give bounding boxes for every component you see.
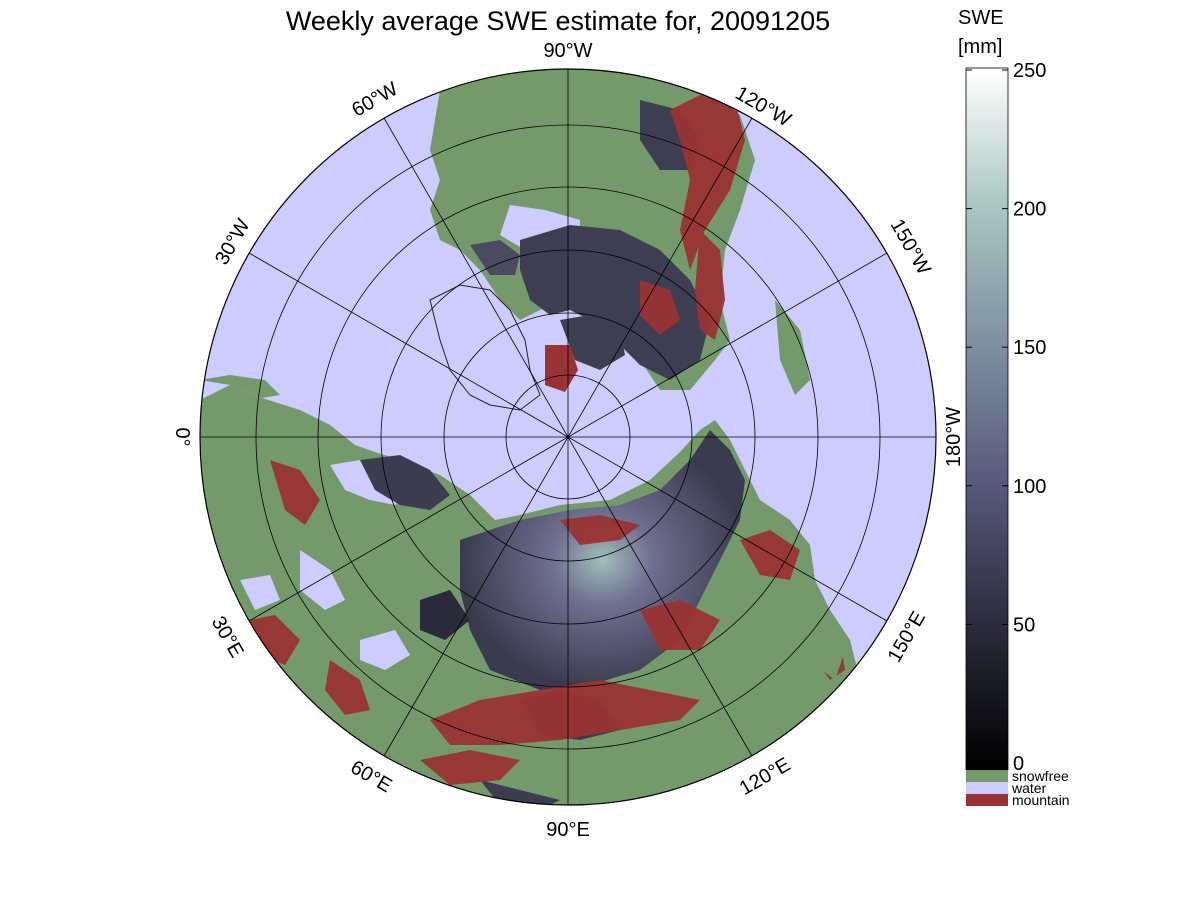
colorbar-ticks: 0 50 100 150 200 250 [966,60,1046,775]
map-title: Weekly average SWE estimate for, 2009120… [285,6,831,36]
legend-swatch-water [966,782,1008,794]
legend-label-mountain: mountain [1012,792,1070,808]
colorbar-tick-label: 100 [1013,476,1046,498]
colorbar-tick-label: 250 [1013,60,1046,82]
colorbar-title-line2: [mm] [958,36,1002,58]
legend-label-snowfree: snowfree [1012,768,1069,784]
graticule [200,69,936,805]
map-border [199,68,937,806]
colorbar-tick-label: 150 [1013,337,1046,359]
colorbar-tick-label: 50 [1013,614,1035,636]
lon-label-150e: 150°E [884,608,930,666]
legend-label-water: water [1011,780,1047,796]
lon-label-90w: 90°W [543,40,592,62]
legend-swatch-mountain [966,794,1008,806]
colorbar-gradient [965,67,1009,771]
land-layer [200,69,860,805]
lon-label-60e: 60°E [347,756,396,797]
colorbar-tick-label: 200 [1013,199,1046,221]
lon-label-90e: 90°E [546,819,590,841]
colorbar-tick-label: 0 [1013,753,1024,775]
canada-snow [520,225,710,380]
lon-label-180w: 180°W [943,407,965,467]
legend-swatch-snowfree [966,770,1008,782]
greenland [429,284,541,411]
lon-label-30e: 30°E [207,613,248,662]
lon-label-0: 0° [171,427,193,446]
colorbar-title-line1: SWE [958,7,1004,29]
